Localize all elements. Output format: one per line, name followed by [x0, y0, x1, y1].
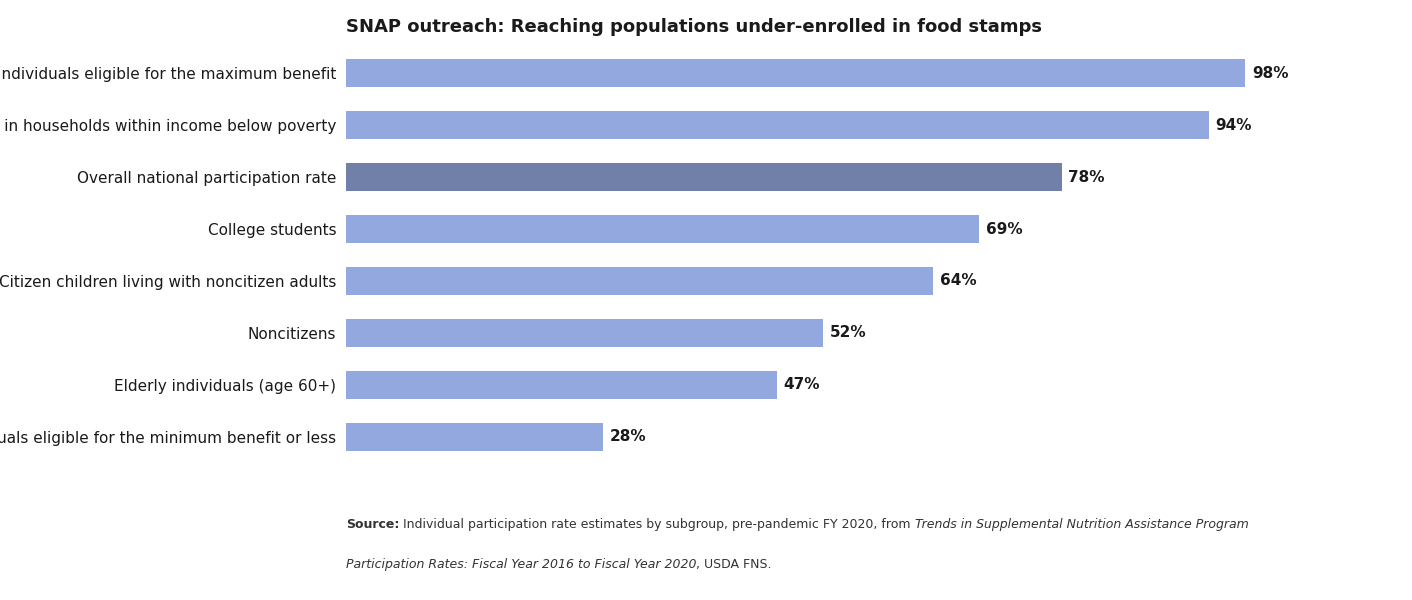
- Text: Participation Rates: Fiscal Year 2016 to Fiscal Year 2020: Participation Rates: Fiscal Year 2016 to…: [346, 558, 696, 571]
- Bar: [346, 215, 980, 244]
- Bar: [346, 163, 1062, 191]
- Bar: [346, 319, 823, 347]
- Bar: [346, 266, 933, 295]
- Text: 47%: 47%: [784, 377, 820, 392]
- Bar: [346, 111, 1209, 139]
- Text: 52%: 52%: [830, 325, 866, 340]
- Text: 94%: 94%: [1216, 118, 1251, 133]
- Text: 69%: 69%: [986, 221, 1022, 236]
- Bar: [346, 422, 603, 451]
- Text: Trends in Supplemental Nutrition Assistance Program: Trends in Supplemental Nutrition Assista…: [915, 518, 1248, 531]
- Text: , USDA FNS.: , USDA FNS.: [696, 558, 772, 571]
- Bar: [346, 59, 1245, 88]
- Text: Individual participation rate estimates by subgroup, pre-pandemic FY 2020, from: Individual participation rate estimates …: [400, 518, 915, 531]
- Text: SNAP outreach: Reaching populations under-enrolled in food stamps: SNAP outreach: Reaching populations unde…: [346, 18, 1042, 36]
- Text: 28%: 28%: [610, 430, 645, 445]
- Text: 98%: 98%: [1252, 65, 1288, 80]
- Text: Source:: Source:: [346, 518, 400, 531]
- Text: 64%: 64%: [940, 274, 976, 289]
- Bar: [346, 371, 777, 399]
- Text: 78%: 78%: [1069, 170, 1104, 185]
